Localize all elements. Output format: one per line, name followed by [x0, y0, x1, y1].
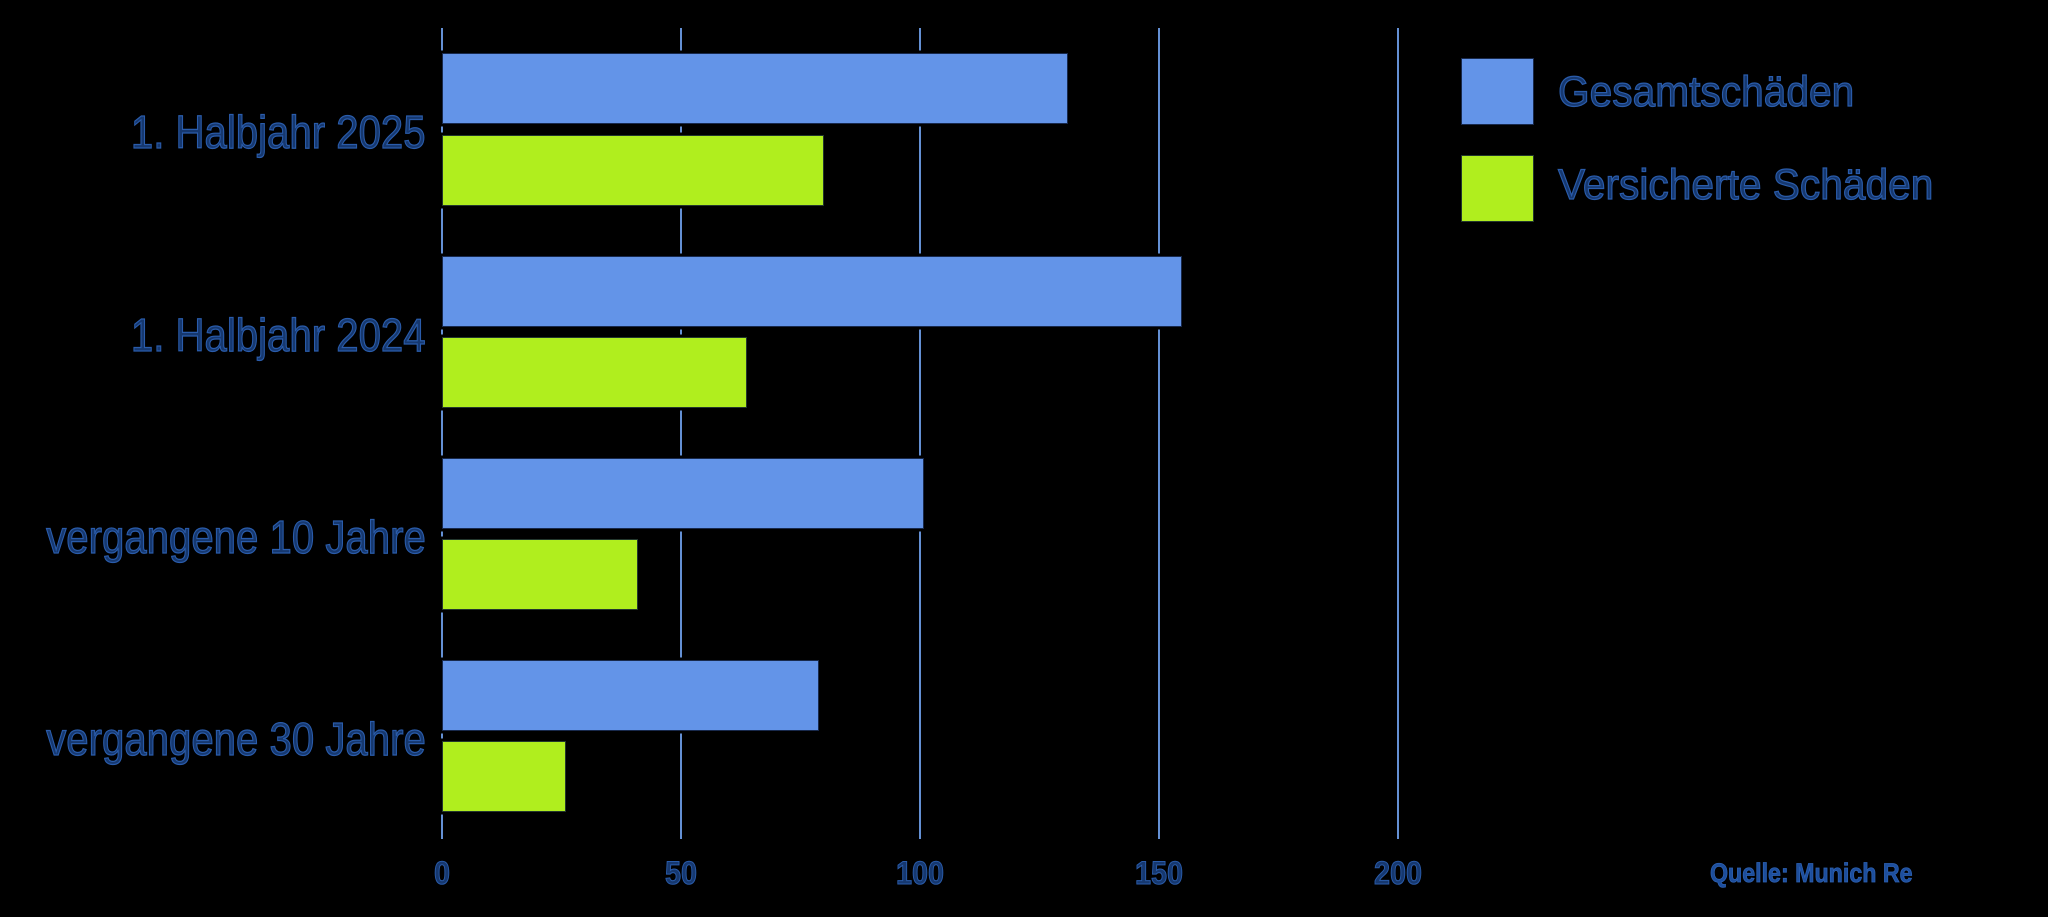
x-tick-label-150: 150 [1134, 855, 1183, 891]
x-tick-label-200: 200 [1373, 855, 1422, 891]
gridline-50 [679, 28, 682, 839]
category-label-2: vergangene 10 Jahre [45, 510, 426, 563]
legend-swatch-insured [1461, 154, 1534, 222]
category-label-1: 1. Halbjahr 2024 [130, 308, 426, 361]
source-label: Quelle: Munich Re [1710, 858, 1913, 889]
bar-insured-2 [441, 538, 638, 610]
gridline-200 [1396, 28, 1399, 839]
gridline-150 [1157, 28, 1160, 839]
bar-insured-3 [441, 741, 566, 813]
x-tick-label-50: 50 [664, 855, 697, 891]
bar-total-3 [441, 659, 820, 731]
bar-total-2 [441, 457, 925, 529]
bar-insured-0 [441, 134, 824, 206]
legend-swatch-total [1461, 57, 1534, 126]
legend-label-total: Gesamtschäden [1557, 67, 1855, 116]
legend-label-insured: Versicherte Schäden [1557, 160, 1934, 209]
x-tick-label-0: 0 [433, 855, 450, 891]
x-tick-label-100: 100 [895, 855, 944, 891]
category-label-3: vergangene 30 Jahre [45, 713, 426, 765]
bar-total-1 [441, 255, 1183, 327]
gridline-100 [918, 28, 921, 839]
bar-total-0 [441, 53, 1068, 125]
bar-insured-1 [441, 336, 748, 408]
gridline-0 [440, 28, 443, 839]
category-label-0: 1. Halbjahr 2025 [130, 106, 426, 159]
